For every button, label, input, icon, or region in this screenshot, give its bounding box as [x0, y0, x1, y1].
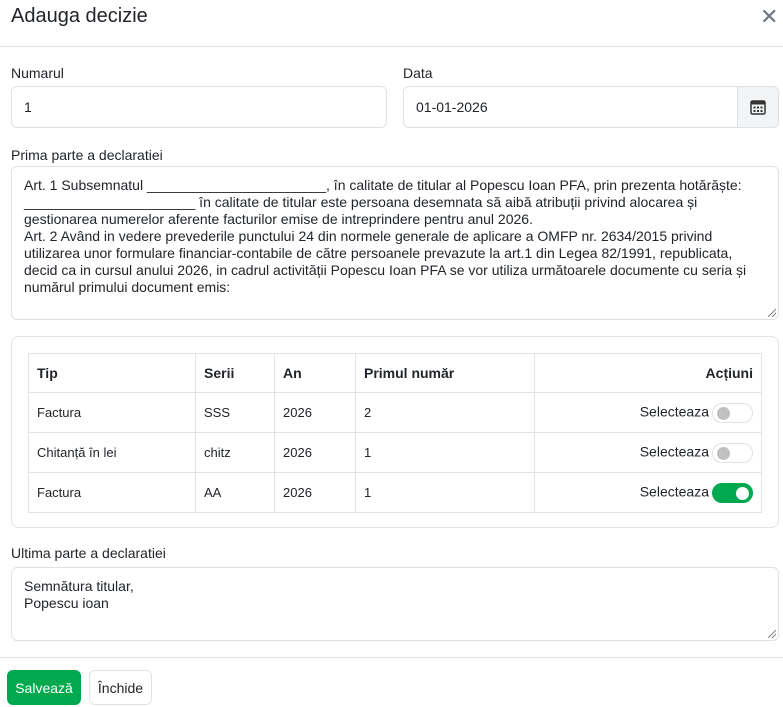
- numarul-value: 1: [24, 99, 32, 115]
- footer-divider: [0, 657, 783, 658]
- header-primul: Primul număr: [355, 353, 535, 393]
- cell-actiuni: Selecteaza: [534, 392, 762, 433]
- select-toggle[interactable]: [712, 402, 753, 423]
- cell-primul: 1: [355, 472, 535, 513]
- cell-primul: 2: [355, 392, 535, 433]
- numarul-label: Numarul: [11, 65, 64, 81]
- cell-serii: chitz: [195, 432, 275, 473]
- select-toggle[interactable]: [712, 442, 753, 463]
- select-label: Selecteaza: [639, 482, 709, 499]
- cell-an: 2026: [274, 432, 356, 473]
- ultima-text: Semnătura titular, Popescu ioan: [24, 578, 134, 611]
- date-value: 01-01-2026: [416, 99, 488, 115]
- data-label: Data: [403, 65, 433, 81]
- modal-title: Adauga decizie: [11, 5, 148, 27]
- ultima-textarea[interactable]: Semnătura titular, Popescu ioan: [11, 567, 779, 641]
- documents-table: Tip Serii An Primul număr Acțiuni Factur…: [28, 353, 762, 513]
- header-an: An: [274, 353, 356, 393]
- ultima-label: Ultima parte a declaratiei: [11, 545, 166, 561]
- cell-tip: Chitanță în lei: [28, 432, 196, 473]
- resize-handle[interactable]: [768, 309, 776, 317]
- table-row: Factura SSS 2026 2 Selecteaza: [28, 392, 762, 433]
- header-divider: [0, 46, 783, 47]
- table-row: Factura AA 2026 1 Selecteaza: [28, 472, 762, 513]
- cell-tip: Factura: [28, 472, 196, 513]
- select-label: Selecteaza: [639, 402, 709, 419]
- prima-text: Art. 1 Subsemnatul _____________________…: [24, 177, 747, 295]
- cell-actiuni: Selecteaza: [534, 432, 762, 473]
- cell-primul: 1: [355, 432, 535, 473]
- cell-tip: Factura: [28, 392, 196, 433]
- header-tip: Tip: [28, 353, 196, 393]
- calendar-icon[interactable]: [737, 86, 779, 128]
- select-toggle[interactable]: [712, 482, 753, 503]
- select-label: Selecteaza: [639, 442, 709, 459]
- header-actiuni: Acțiuni: [534, 353, 762, 393]
- cell-serii: AA: [195, 472, 275, 513]
- date-input[interactable]: 01-01-2026: [403, 86, 738, 128]
- cell-actiuni: Selecteaza: [534, 472, 762, 513]
- table-row: Chitanță în lei chitz 2026 1 Selecteaza: [28, 432, 762, 473]
- prima-label: Prima parte a declaratiei: [11, 147, 163, 163]
- table-header-row: Tip Serii An Primul număr Acțiuni: [28, 353, 762, 393]
- resize-handle[interactable]: [768, 630, 776, 638]
- header-serii: Serii: [195, 353, 275, 393]
- numarul-input[interactable]: 1: [11, 86, 387, 128]
- documents-card: [11, 336, 779, 528]
- cell-serii: SSS: [195, 392, 275, 433]
- cell-an: 2026: [274, 472, 356, 513]
- close-button[interactable]: Închide: [89, 670, 152, 705]
- save-button[interactable]: Salvează: [7, 670, 81, 705]
- prima-textarea[interactable]: Art. 1 Subsemnatul _____________________…: [11, 166, 779, 320]
- cell-an: 2026: [274, 392, 356, 433]
- close-icon[interactable]: ✕: [760, 4, 779, 29]
